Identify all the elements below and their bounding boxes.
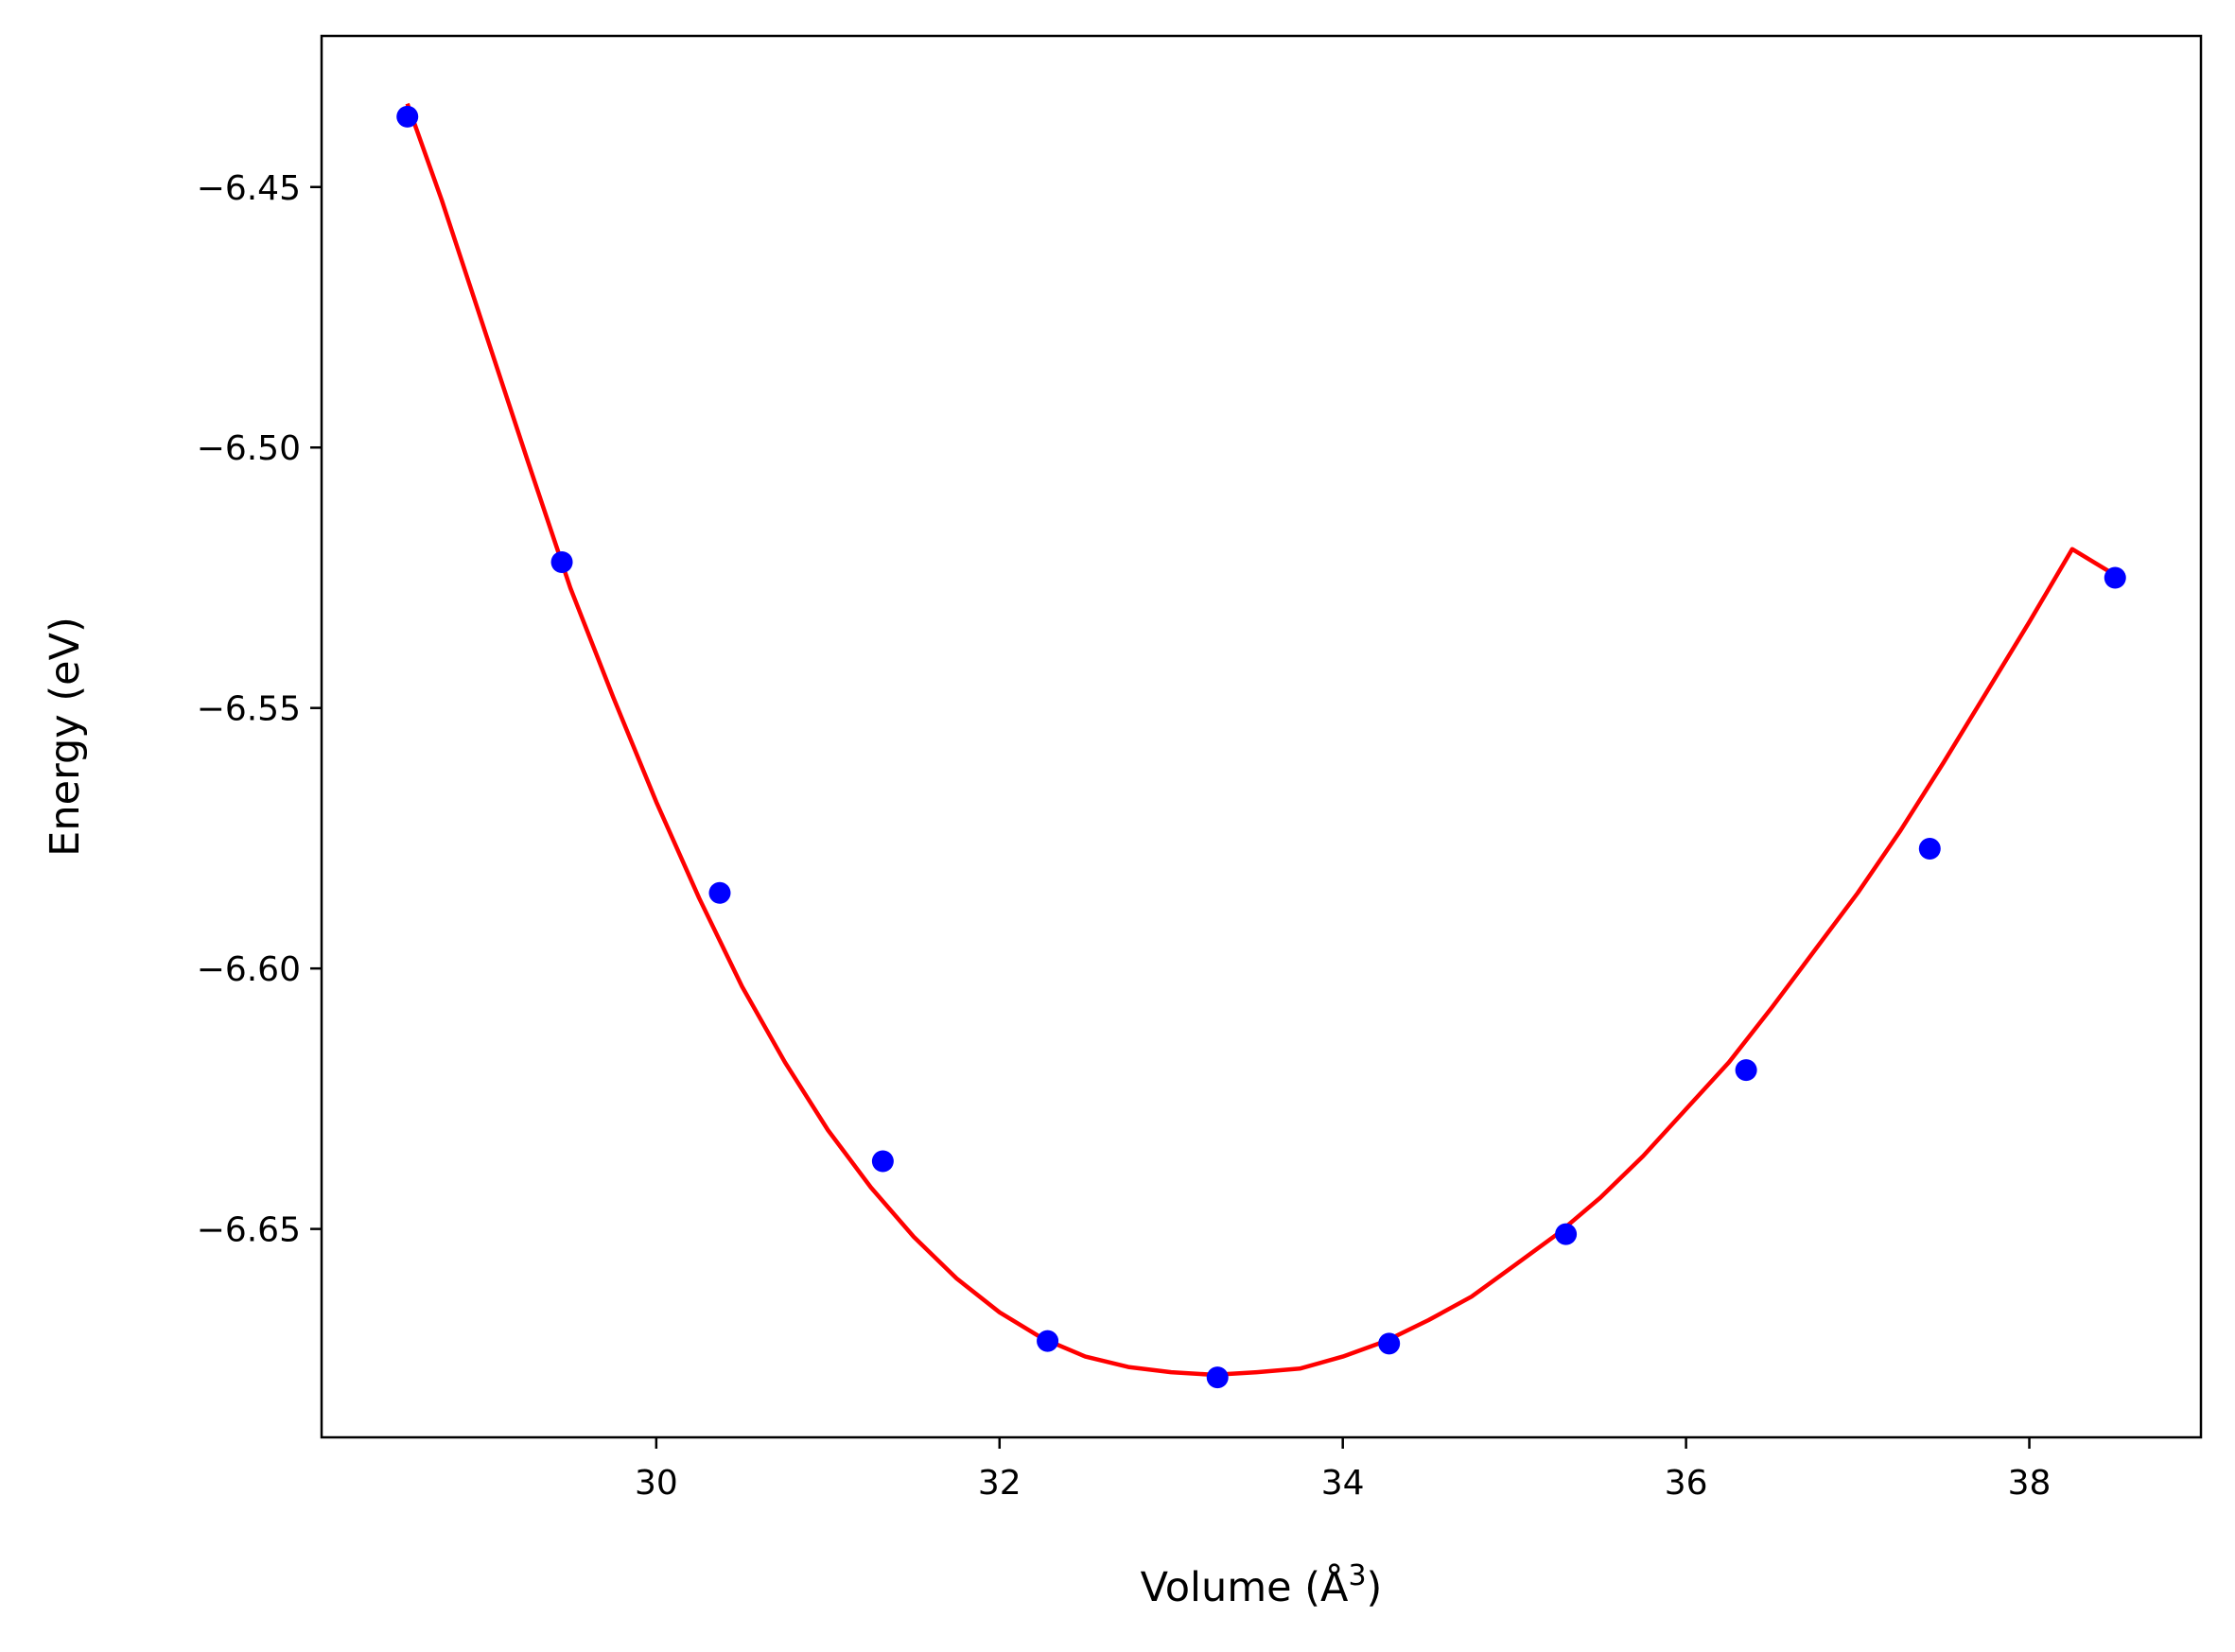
fit-curve-line xyxy=(405,102,2117,1378)
x-axis: 30 32 34 36 38 xyxy=(635,1437,2052,1503)
data-point xyxy=(1555,1223,1578,1245)
y-tick-label: −6.55 xyxy=(197,690,301,729)
y-tick-label: −6.60 xyxy=(197,950,301,989)
x-tick-label: 38 xyxy=(2008,1464,2052,1503)
y-axis-label: Energy (eV) xyxy=(42,617,89,857)
plot-area xyxy=(396,102,2126,1389)
data-point xyxy=(1735,1059,1757,1082)
data-point xyxy=(708,881,731,904)
x-axis-label-main: Volume (Å xyxy=(1141,1563,1349,1611)
y-tick-label: −6.45 xyxy=(197,169,301,208)
data-point xyxy=(871,1150,894,1173)
x-tick-label: 32 xyxy=(978,1464,1021,1503)
x-tick-label: 36 xyxy=(1665,1464,1708,1503)
x-axis-label-superscript: 3 xyxy=(1348,1559,1366,1592)
x-tick-label: 30 xyxy=(635,1464,678,1503)
data-point xyxy=(1918,837,1941,860)
y-tick-label: −6.65 xyxy=(197,1211,301,1250)
data-point xyxy=(396,105,419,128)
x-axis-label-end: ) xyxy=(1367,1564,1383,1611)
y-axis: −6.45 −6.50 −6.55 −6.60 −6.65 xyxy=(197,169,322,1250)
y-tick-label: −6.50 xyxy=(197,429,301,468)
data-point xyxy=(1378,1332,1401,1355)
data-point xyxy=(1037,1330,1059,1352)
data-point xyxy=(550,550,573,573)
data-point xyxy=(2104,566,2126,589)
x-axis-label: Volume (Å3) xyxy=(1141,1559,1383,1612)
plot-frame xyxy=(320,34,2203,1439)
x-tick-label: 34 xyxy=(1321,1464,1365,1503)
data-point xyxy=(1206,1366,1229,1389)
